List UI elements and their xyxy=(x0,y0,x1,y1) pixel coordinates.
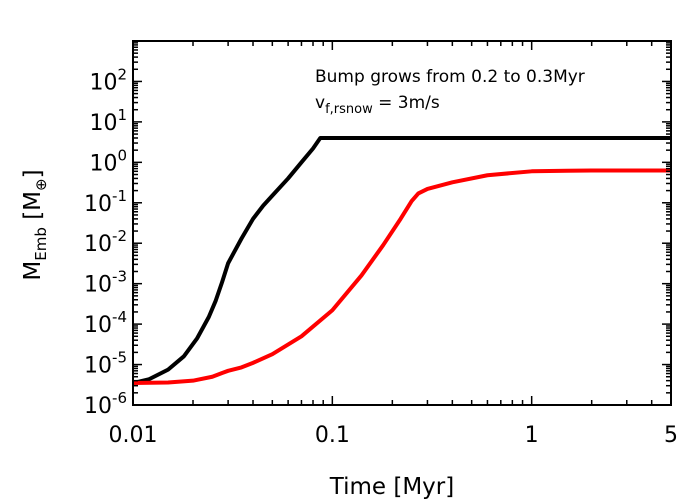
y-tick-label: 100 xyxy=(89,146,127,176)
y-tick-label: 10-5 xyxy=(84,349,127,379)
y-tick-label: 10-1 xyxy=(84,187,127,217)
series-layer xyxy=(133,135,671,385)
y-tick-label: 10-6 xyxy=(84,389,127,419)
y-tick-label: 10-3 xyxy=(84,268,127,298)
plot-frame xyxy=(132,40,672,406)
y-tick-label: 102 xyxy=(89,65,127,95)
x-axis: 0.01 0.1 1 5 xyxy=(109,41,678,448)
annotation-bump: Bump grows from 0.2 to 0.3Myr xyxy=(315,67,585,87)
y-axis-label: MEmb [M⊕] xyxy=(20,169,50,280)
y-axis: 10-6 10-5 10-4 10-3 10-2 10-1 100 101 102 xyxy=(84,42,671,419)
x-tick-label: 5 xyxy=(664,423,678,448)
y-tick-label: 10-2 xyxy=(84,227,127,257)
x-tick-label: 1 xyxy=(525,423,539,448)
series-line-black xyxy=(133,135,671,385)
x-axis-label: Time [Myr] xyxy=(329,474,454,500)
annotation-velocity: vf,rsnow = 3m/s xyxy=(315,93,440,117)
x-tick-label: 0.1 xyxy=(315,423,350,448)
series-line-red xyxy=(133,168,671,385)
y-tick-label: 101 xyxy=(89,106,127,136)
x-tick-label: 0.01 xyxy=(109,423,158,448)
y-tick-label: 10-4 xyxy=(84,308,127,338)
